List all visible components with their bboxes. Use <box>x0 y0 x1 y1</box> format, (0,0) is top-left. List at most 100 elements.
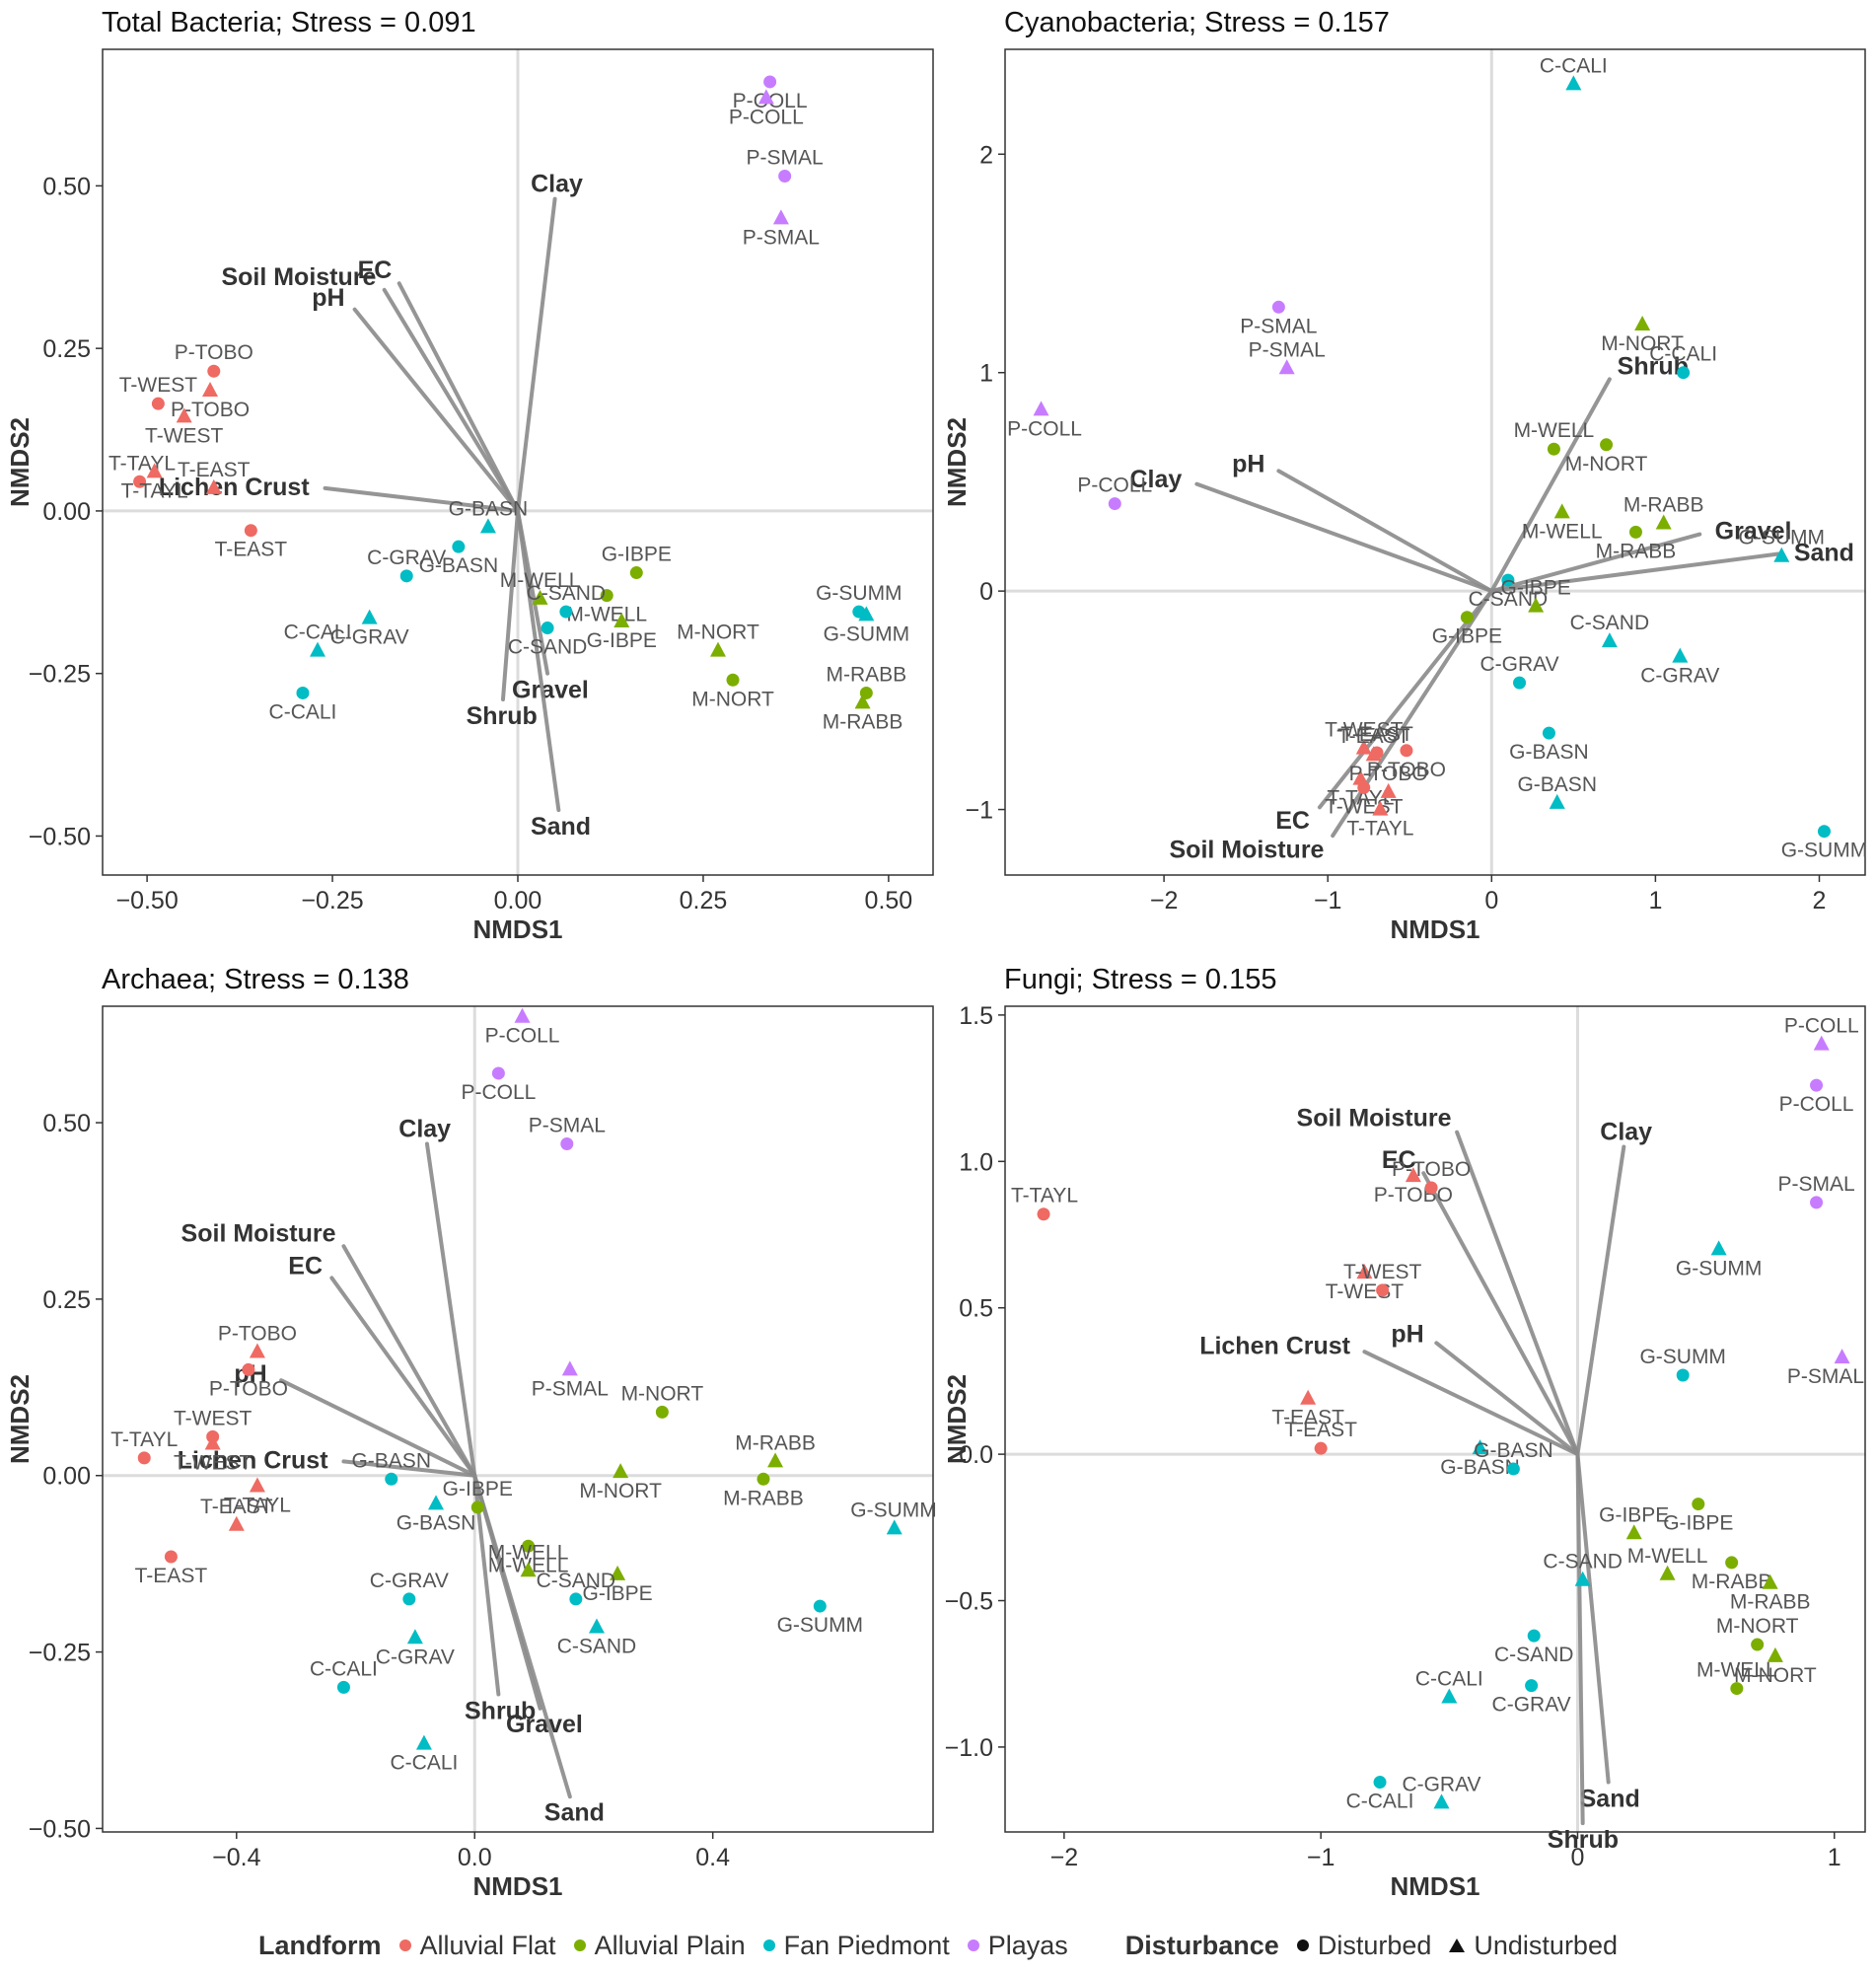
point-disturbed <box>1542 726 1555 740</box>
vector-soil-moisture <box>1455 1130 1580 1457</box>
point-undisturbed <box>854 694 871 709</box>
point-undisturbed <box>415 1734 432 1750</box>
point-label: C-CALI <box>1415 1667 1483 1690</box>
vector-clay <box>1194 481 1494 594</box>
point-label: M-RABB <box>1596 540 1677 562</box>
point-label: T-TAYL <box>1327 787 1394 810</box>
y-tick-label: −1.0 <box>945 1734 993 1762</box>
point-undisturbed <box>886 1519 902 1535</box>
vector-label-soil-moisture: Soil Moisture <box>221 263 376 291</box>
point-label: C-GRAV <box>330 626 409 649</box>
x-tick-label: 0 <box>1484 887 1498 914</box>
legend-item-fan-piedmont: Fan Piedmont <box>762 1931 950 1961</box>
point-disturbed <box>559 605 573 619</box>
point-undisturbed <box>1634 316 1651 330</box>
point-undisturbed <box>1574 1571 1591 1586</box>
point-undisturbed <box>1033 401 1049 416</box>
point-label: P-COLL <box>1077 475 1152 497</box>
vector-label-shrub: Shrub <box>1618 352 1689 380</box>
point-undisturbed <box>532 589 548 605</box>
point-label: G-BASN <box>397 1511 476 1534</box>
vector-label-soil-moisture: Soil Moisture <box>181 1219 336 1247</box>
legend-item-playas: Playas <box>967 1931 1068 1961</box>
vector-label-sand: Sand <box>1580 1785 1640 1812</box>
vector-label-ec: EC <box>1382 1146 1416 1174</box>
point-label: P-COLL <box>485 1025 560 1048</box>
point-disturbed <box>242 1362 255 1376</box>
point-label: C-GRAV <box>376 1646 455 1668</box>
point-label: G-SUMM <box>850 1499 937 1521</box>
vector-ph <box>1434 1341 1580 1457</box>
panel-fungi: Fungi; Stress = 0.155 −2 −1 0 1 −1.0 −0.5 0.0 0.… <box>942 964 1866 1901</box>
point-disturbed <box>207 364 221 378</box>
point-label: P-COLL <box>461 1081 536 1104</box>
point-label: T-EAST <box>1337 725 1410 748</box>
x-tick-label: 0.4 <box>695 1844 730 1871</box>
point-label: M-WELL <box>488 1541 569 1564</box>
y-tick-label: 0.00 <box>42 498 91 526</box>
y-tick-label: −0.25 <box>29 661 91 689</box>
point-label: P-SMAL <box>743 226 820 249</box>
vector-label-ph: pH <box>1391 1320 1423 1348</box>
point-label: G-IBPE <box>1663 1512 1733 1535</box>
point-label: T-WEST <box>174 1407 252 1429</box>
point-label: C-CALI <box>1649 343 1717 366</box>
point-disturbed <box>813 1599 827 1613</box>
vector-label-shrub: Shrub <box>465 1697 536 1724</box>
point-label: G-SUMM <box>777 1614 864 1637</box>
point-undisturbed <box>1655 514 1672 530</box>
point-undisturbed <box>1300 1389 1317 1405</box>
point-label: G-SUMM <box>816 582 902 605</box>
vector-label-ec: EC <box>288 1252 323 1280</box>
vector-ec <box>1317 589 1494 810</box>
point-label: C-GRAV <box>1492 1694 1571 1717</box>
y-tick-label: 2 <box>979 141 993 169</box>
point-undisturbed <box>1549 793 1565 809</box>
y-tick-label: 0.50 <box>42 173 91 200</box>
point-disturbed <box>151 397 165 410</box>
point-label: G-SUMM <box>824 622 910 645</box>
legend-label-alluvial-plain: Alluvial Plain <box>594 1930 746 1960</box>
vector-sand <box>472 1473 572 1799</box>
point-label: T-TAYL <box>224 1494 291 1516</box>
point-label: T-EAST <box>178 459 251 481</box>
point-undisturbed <box>514 1007 531 1023</box>
legend-item-alluvial-flat: Alluvial Flat <box>398 1930 556 1961</box>
point-label: M-WELL <box>1696 1659 1777 1682</box>
point-label: G-IBPE <box>583 1582 653 1605</box>
point-label: M-WELL <box>1627 1545 1708 1568</box>
point-label: T-TAYL <box>110 1428 178 1451</box>
point-undisturbed <box>858 606 875 622</box>
chart-title: Archaea; Stress = 0.138 <box>102 964 409 995</box>
point-disturbed <box>1677 366 1691 380</box>
point-label: P-SMAL <box>1787 1365 1864 1388</box>
point-disturbed <box>1513 676 1527 690</box>
point-undisturbed <box>1813 1035 1830 1051</box>
vector-label-ec: EC <box>1275 807 1310 835</box>
vector-label-lichen-crust: Lichen Crust <box>159 474 310 501</box>
y-tick-label: 0.0 <box>959 1441 993 1469</box>
point-undisturbed <box>1278 359 1295 375</box>
point-label: G-BASN <box>419 554 499 577</box>
point-disturbed <box>1810 1196 1824 1209</box>
point-undisturbed <box>310 641 326 657</box>
x-tick-label: 1 <box>1828 1844 1841 1871</box>
vector-clay <box>1575 1144 1626 1457</box>
point-undisturbed <box>1625 1524 1642 1540</box>
point-label: P-TOBO <box>1367 759 1446 781</box>
point-undisturbed <box>176 407 192 423</box>
point-disturbed <box>1506 1462 1520 1476</box>
point-label: C-GRAV <box>1402 1773 1480 1795</box>
vector-label-clay: Clay <box>1600 1119 1652 1146</box>
point-undisturbed <box>249 1477 265 1493</box>
panel-total-bacteria: Total Bacteria; Stress = 0.091 −0.50 −0.25… <box>5 7 934 944</box>
legend-swatch-disturbed <box>1296 1939 1309 1951</box>
point-disturbed <box>296 686 310 699</box>
vector-ph <box>1276 469 1494 594</box>
legend-label-alluvial-flat: Alluvial Flat <box>419 1930 556 1960</box>
point-label: M-RABB <box>1623 494 1704 517</box>
point-disturbed <box>629 566 643 580</box>
point-disturbed <box>336 1680 350 1694</box>
x-tick-label: 1 <box>1648 887 1662 914</box>
point-label: C-CALI <box>1540 54 1608 77</box>
